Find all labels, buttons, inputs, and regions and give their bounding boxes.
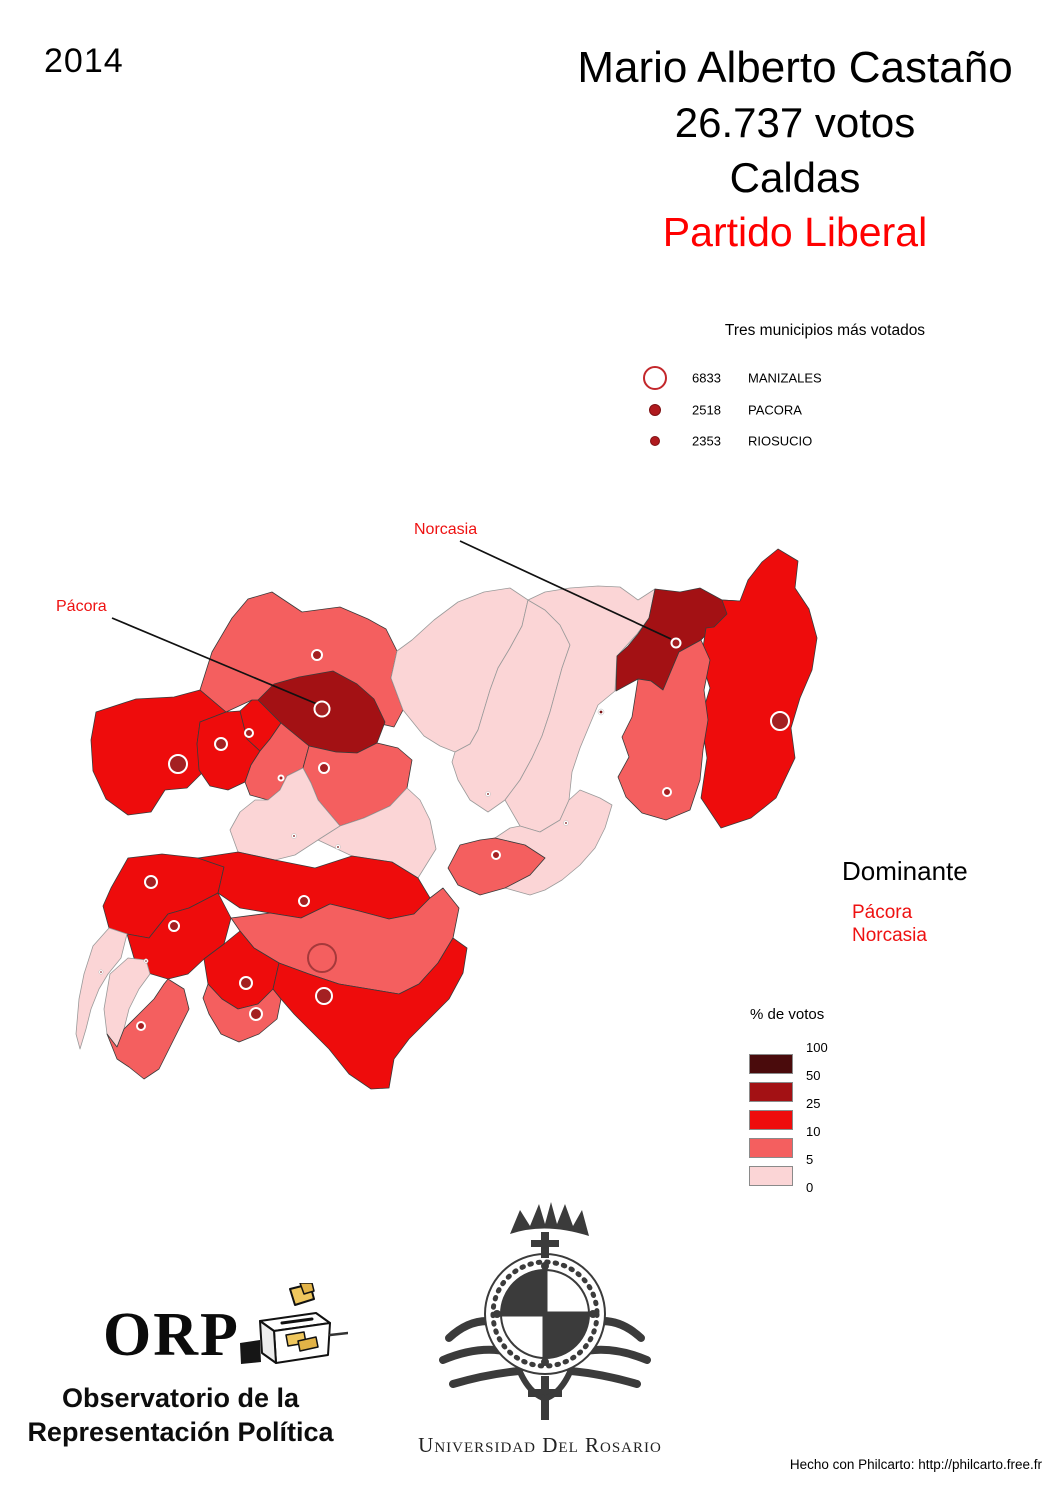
municipality-dot-core <box>487 793 489 795</box>
proportional-circle-icon <box>643 366 667 390</box>
map-region-riosucio <box>90 689 227 816</box>
municipality-dot-core <box>293 835 295 837</box>
top-legend-row-pacora: 2518 PACORA <box>640 399 970 421</box>
callout-line <box>459 540 672 640</box>
scale-tick: 25 <box>806 1096 821 1111</box>
vote-circle-marker <box>298 895 310 907</box>
map-region-pensilvania <box>617 639 711 821</box>
vote-circle-marker <box>249 1007 263 1021</box>
legend-name: PACORA <box>748 402 802 418</box>
university-name: Universidad Del Rosario <box>418 1433 662 1457</box>
orp-logo-text: ORP <box>103 1301 240 1369</box>
department-name: Caldas <box>729 154 861 201</box>
votes-total: 26.737 votos <box>674 99 916 146</box>
dominante-item: Pácora <box>852 902 913 923</box>
scale-swatch-25-10 <box>749 1110 793 1130</box>
legend-name: MANIZALES <box>748 370 822 386</box>
legend-name: RIOSUCIO <box>748 433 813 449</box>
vote-circle-marker <box>214 737 228 751</box>
scale-tick: 0 <box>806 1180 814 1195</box>
vote-circle-marker <box>277 774 285 782</box>
map-region-samana <box>700 548 818 829</box>
scale-tick: 50 <box>806 1068 821 1083</box>
scale-swatch-50-25 <box>749 1082 793 1102</box>
map-region-villamaria <box>272 937 468 1090</box>
scale-swatch-10-5 <box>749 1138 793 1158</box>
orp-caption-line1: Observatorio de la <box>61 1383 300 1413</box>
universidad-del-rosario-crest <box>439 1202 651 1420</box>
ballot-box-icon <box>240 1283 348 1364</box>
proportional-circle-icon <box>650 436 660 446</box>
vote-circle-marker <box>168 754 188 774</box>
municipality-dot-core <box>337 846 339 848</box>
scale-swatch-5-0 <box>749 1166 793 1186</box>
legend-value: 2353 <box>692 433 721 449</box>
map-region-sliver-pink-1 <box>75 927 128 1050</box>
map-callout-label: Norcasia <box>414 521 477 538</box>
proportional-circle-icon <box>649 404 661 416</box>
map-region-east-pink <box>504 585 656 833</box>
orp-caption: Observatorio de la Representación Políti… <box>8 1381 353 1449</box>
municipality-dot-core <box>100 971 102 973</box>
vote-circle-marker <box>662 787 672 797</box>
map-callout-label: Pácora <box>56 598 107 615</box>
legend-value: 2518 <box>692 402 721 418</box>
year-label: 2014 <box>44 42 124 80</box>
top-legend-row-manizales: 6833 MANIZALES <box>640 365 970 391</box>
vote-circle-marker <box>311 649 323 661</box>
scale-tick: 10 <box>806 1124 821 1139</box>
municipality-dot-core <box>565 822 567 824</box>
top-legend-row-riosucio: 2353 RIOSUCIO <box>640 430 970 452</box>
map-region-belalcazar <box>106 978 190 1080</box>
municipality-dot-core <box>599 710 603 714</box>
title-block: Mario Alberto Castaño 26.737 votos Calda… <box>520 40 1054 260</box>
vote-circle-marker <box>168 920 180 932</box>
map-region-mid-pink-2 <box>317 787 437 879</box>
party-name: Partido Liberal <box>662 209 928 255</box>
vote-circle-marker <box>318 762 330 774</box>
vote-circle-marker <box>136 1021 146 1031</box>
dominante-title: Dominante <box>842 856 968 886</box>
vote-circle-marker <box>144 875 158 889</box>
philcarto-credit: Hecho con Philcarto: http://philcarto.fr… <box>789 1457 1042 1472</box>
vote-circle-marker <box>313 700 331 718</box>
map-region-se-salmon <box>447 837 546 896</box>
scale-tick: 5 <box>806 1152 814 1167</box>
vote-circle-marker <box>315 987 333 1005</box>
scale-legend-title: % de votos <box>750 1006 825 1023</box>
orp-caption-line2: Representación Política <box>27 1417 334 1447</box>
top-legend-title: Tres municipios más votados <box>724 322 926 339</box>
vote-circle-marker-outline <box>307 943 337 973</box>
legend-value: 6833 <box>692 370 721 386</box>
map-region-chinchina <box>202 983 282 1043</box>
vote-circle-marker <box>670 637 682 649</box>
dominante-item: Norcasia <box>852 925 927 946</box>
map-region-sliver-pink-2 <box>103 957 151 1048</box>
vote-circle-marker <box>770 711 790 731</box>
scale-swatch-100-50 <box>749 1054 793 1074</box>
candidate-name: Mario Alberto Castaño <box>577 43 1013 92</box>
callout-line <box>111 617 318 705</box>
vote-circle-marker <box>239 976 253 990</box>
scale-tick: 100 <box>806 1040 828 1055</box>
vote-circle-marker <box>244 728 254 738</box>
vote-circle-marker <box>491 850 501 860</box>
municipality-dot-core <box>145 960 147 962</box>
